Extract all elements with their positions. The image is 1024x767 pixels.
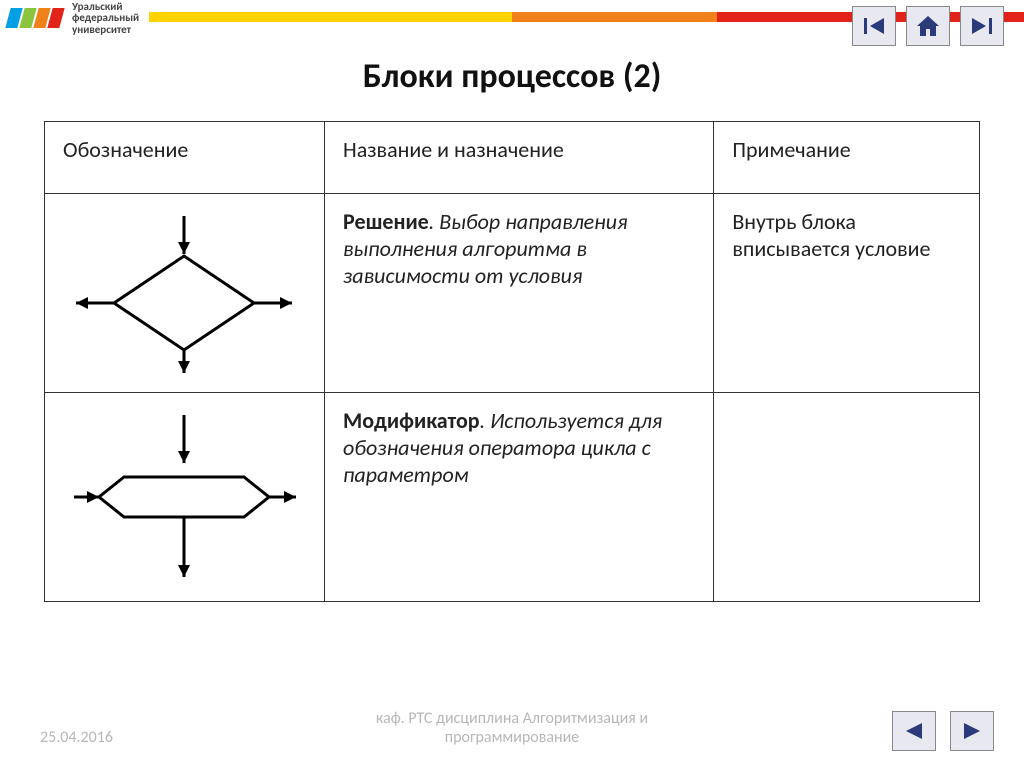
home-button-top[interactable]	[906, 6, 950, 46]
desc-decision: Решение. Выбор направления выполнения ал…	[324, 194, 713, 393]
desc-bold: Решение	[343, 208, 429, 235]
page-title: Блоки процессов (2)	[0, 56, 1024, 97]
logo-text: Уральский федеральный университет	[72, 1, 139, 36]
note-modifier	[714, 393, 980, 602]
logo-line3: университет	[72, 24, 139, 36]
decision-diamond-icon	[64, 208, 304, 378]
nav-buttons-bottom	[892, 711, 994, 751]
symbol-modifier	[45, 393, 325, 602]
next-icon	[960, 719, 984, 743]
prev-button-top[interactable]	[852, 6, 896, 46]
prev-icon	[902, 719, 926, 743]
desc-modifier: Модификатор. Используется для обозначени…	[324, 393, 713, 602]
header-note: Примечание	[714, 122, 980, 194]
blocks-table: Обозначение Название и назначение Примеч…	[44, 121, 980, 602]
prev-icon	[862, 14, 886, 38]
next-button-bottom[interactable]	[950, 711, 994, 751]
footer-center: каф. РТС дисциплина Алгоритмизация и про…	[312, 709, 712, 747]
nav-buttons-top	[852, 6, 1004, 46]
logo-bars-icon	[5, 8, 66, 28]
next-icon	[970, 14, 994, 38]
symbol-decision	[45, 194, 325, 393]
prev-button-bottom[interactable]	[892, 711, 936, 751]
table-row: Модификатор. Используется для обозначени…	[45, 393, 980, 602]
footer: 25.04.2016 каф. РТС дисциплина Алгоритми…	[0, 728, 1024, 747]
header-name: Название и назначение	[324, 122, 713, 194]
university-logo: Уральский федеральный университет	[0, 0, 149, 36]
modifier-hexagon-icon	[64, 407, 304, 587]
footer-date: 25.04.2016	[40, 728, 113, 747]
table-row: Решение. Выбор направления выполнения ал…	[45, 194, 980, 393]
next-button-top[interactable]	[960, 6, 1004, 46]
desc-bold: Модификатор	[343, 407, 480, 434]
home-icon	[915, 14, 941, 38]
table-header-row: Обозначение Название и назначение Примеч…	[45, 122, 980, 194]
header-symbol: Обозначение	[45, 122, 325, 194]
note-decision: Внутрь блока вписывается условие	[714, 194, 980, 393]
